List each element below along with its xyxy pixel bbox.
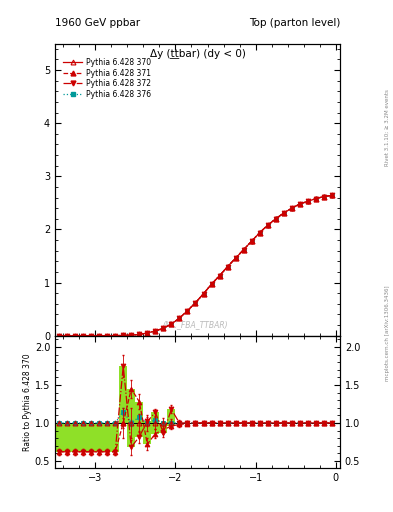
Bar: [151, 412, 159, 434]
Bar: [63, 423, 71, 452]
Bar: [184, 423, 191, 424]
Text: Top (parton level): Top (parton level): [248, 18, 340, 28]
Y-axis label: Ratio to Pythia 6.428 370: Ratio to Pythia 6.428 370: [23, 353, 32, 451]
Bar: [87, 423, 95, 452]
Bar: [79, 423, 87, 452]
Text: Rivet 3.1.10; ≥ 3.2M events: Rivet 3.1.10; ≥ 3.2M events: [385, 90, 390, 166]
Bar: [111, 423, 119, 452]
Bar: [167, 409, 175, 426]
Bar: [95, 423, 103, 452]
Bar: [55, 423, 63, 452]
Bar: [143, 421, 151, 444]
Bar: [95, 423, 103, 452]
Text: Δy (t͟tbar) (dy < 0): Δy (t͟tbar) (dy < 0): [150, 49, 245, 59]
Bar: [127, 389, 135, 447]
Bar: [175, 423, 184, 424]
Bar: [127, 389, 135, 447]
Text: mcplots.cern.ch [arXiv:1306.3436]: mcplots.cern.ch [arXiv:1306.3436]: [385, 285, 390, 380]
Bar: [103, 423, 111, 452]
Bar: [175, 423, 184, 424]
Bar: [55, 423, 63, 452]
Bar: [119, 366, 127, 423]
Bar: [111, 423, 119, 452]
Bar: [71, 423, 79, 452]
Bar: [135, 402, 143, 437]
Bar: [103, 423, 111, 452]
Text: (MC_FBA_TTBAR): (MC_FBA_TTBAR): [163, 321, 228, 329]
Bar: [79, 423, 87, 452]
Bar: [119, 366, 127, 423]
Bar: [159, 423, 167, 433]
Bar: [87, 423, 95, 452]
Text: 1960 GeV ppbar: 1960 GeV ppbar: [55, 18, 140, 28]
Bar: [135, 402, 143, 437]
Bar: [184, 423, 191, 424]
Bar: [71, 423, 79, 452]
Bar: [143, 421, 151, 444]
Bar: [159, 423, 167, 433]
Legend: Pythia 6.428 370, Pythia 6.428 371, Pythia 6.428 372, Pythia 6.428 376: Pythia 6.428 370, Pythia 6.428 371, Pyth…: [62, 56, 153, 101]
Bar: [151, 412, 159, 434]
Bar: [167, 409, 175, 426]
Bar: [63, 423, 71, 452]
